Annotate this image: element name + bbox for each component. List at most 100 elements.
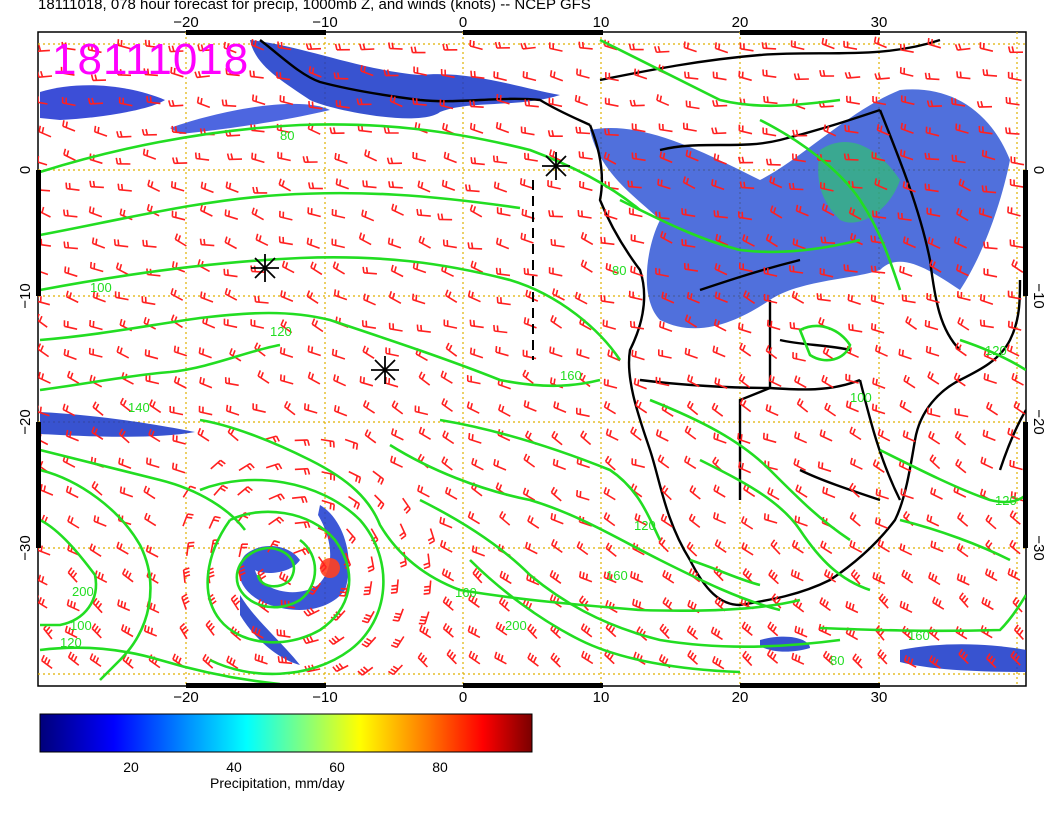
wind-barb <box>1009 539 1021 555</box>
wind-barb <box>321 471 336 481</box>
wind-barb <box>498 597 510 612</box>
contour-label: 160 <box>606 568 628 583</box>
wind-barb <box>655 267 669 278</box>
wind-barb <box>346 528 356 544</box>
wind-barb <box>1011 372 1024 386</box>
wind-barb <box>118 457 132 470</box>
wind-barb <box>226 153 243 161</box>
wind-barb <box>144 512 157 527</box>
wind-barb <box>547 180 561 190</box>
lon-label: 10 <box>593 689 610 706</box>
contour-label: 100 <box>90 280 112 295</box>
wind-barb <box>492 155 508 164</box>
wind-barb <box>630 234 645 244</box>
wind-barb <box>442 43 458 51</box>
wind-barb <box>333 72 349 80</box>
wind-barb <box>899 43 914 53</box>
wind-barb <box>363 293 376 306</box>
wind-barb <box>712 71 727 81</box>
wind-barb <box>40 654 53 670</box>
wind-barb <box>633 378 647 390</box>
lat-label: −30 <box>1030 535 1047 560</box>
wind-barb <box>552 458 566 471</box>
wind-barb <box>843 264 858 273</box>
wind-barb <box>338 583 350 597</box>
wind-barb <box>444 289 458 303</box>
wind-barb <box>576 541 589 556</box>
lon-label: −10 <box>312 14 337 31</box>
wind-barb <box>468 650 481 665</box>
wind-barb <box>307 345 321 357</box>
wind-barb <box>306 290 319 304</box>
precip-colorbar <box>39 713 533 753</box>
wind-barb <box>392 608 404 622</box>
wind-barb <box>876 124 890 136</box>
wind-barb <box>905 316 918 330</box>
wind-barb <box>737 211 753 221</box>
contour-label: 120 <box>634 518 656 533</box>
wind-barb <box>251 94 266 106</box>
wind-barb <box>740 597 754 610</box>
wind-barb <box>658 349 672 359</box>
wind-barb <box>685 100 700 110</box>
wind-barb <box>575 126 591 135</box>
wind-barb <box>604 455 616 471</box>
wind-barb <box>38 595 48 609</box>
wind-barb <box>767 621 779 637</box>
wind-barb <box>628 207 643 218</box>
wind-barb <box>308 66 322 78</box>
wind-barb <box>360 64 374 77</box>
wind-barb <box>279 374 294 385</box>
wind-barb <box>441 398 453 413</box>
wind-barb <box>874 517 888 530</box>
wind-barb <box>469 100 484 108</box>
wind-barb <box>821 37 835 50</box>
border-2 <box>738 300 772 500</box>
wind-barb <box>819 69 835 77</box>
wind-barb <box>845 627 859 641</box>
wind-barb <box>523 317 537 329</box>
wind-barb <box>224 236 237 250</box>
wind-barb <box>1011 259 1024 273</box>
wind-barb <box>738 124 753 135</box>
wind-barb <box>926 100 943 108</box>
wind-barb <box>344 438 359 450</box>
wind-barb <box>687 650 699 665</box>
wind-barb <box>978 207 993 219</box>
wind-barb <box>739 42 754 52</box>
wind-barb <box>823 124 837 137</box>
lat-labels-left: 0 −10 −20 −30 <box>17 166 34 561</box>
wind-barb <box>91 237 106 249</box>
wind-barb <box>89 320 103 331</box>
wind-barb <box>442 239 457 249</box>
wind-barb <box>38 405 50 417</box>
wind-barb <box>849 426 862 441</box>
wind-barb <box>171 462 186 474</box>
wind-barb <box>63 348 77 361</box>
wind-barb <box>257 370 270 384</box>
wind-barb <box>390 455 403 468</box>
wind-barb <box>334 152 348 164</box>
coast-central-west-africa <box>588 124 1022 607</box>
wind-barb <box>898 348 912 360</box>
wind-barb <box>903 654 917 668</box>
wind-barb <box>684 71 699 80</box>
wind-barb <box>168 45 184 53</box>
wind-barb <box>38 156 48 166</box>
wind-barb <box>576 407 590 418</box>
wind-barb <box>953 372 966 387</box>
wind-barb <box>903 374 916 389</box>
wind-barb <box>877 539 890 553</box>
wind-barb <box>361 320 377 329</box>
wind-barb <box>38 343 50 358</box>
wind-barb <box>91 481 103 496</box>
wind-barb <box>116 68 132 77</box>
wind-barb <box>900 95 915 106</box>
contour-cyclone-1 <box>235 538 317 609</box>
wind-barb <box>794 375 807 389</box>
wind-barb <box>549 42 563 52</box>
wind-barb <box>265 462 283 471</box>
wind-barb <box>580 259 593 273</box>
wind-barb <box>713 484 726 498</box>
wind-barb <box>283 400 296 416</box>
